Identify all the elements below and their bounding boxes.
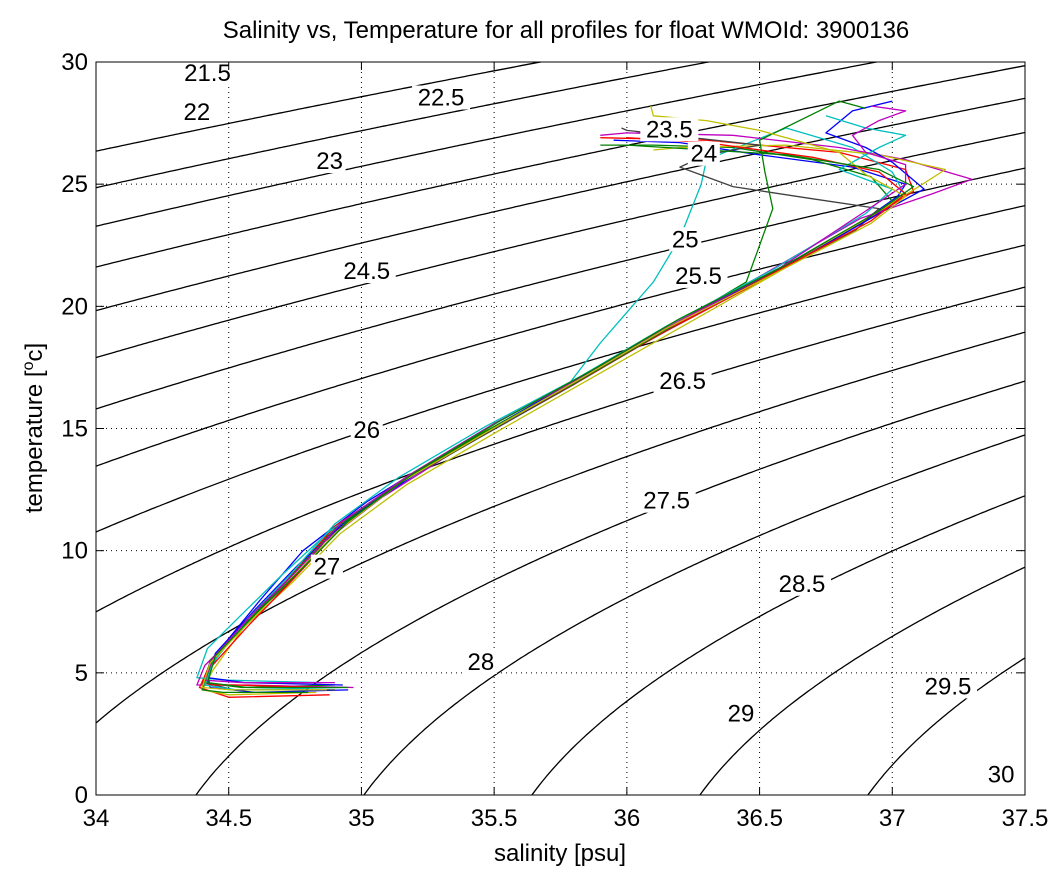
contour-label: 28 <box>468 649 495 676</box>
y-axis-label-sup: o <box>20 361 37 370</box>
x-tick-label: 35.5 <box>471 805 518 832</box>
contour-label: 23.5 <box>646 116 693 143</box>
isopycnal-line <box>96 97 1025 312</box>
contour-label: 25.5 <box>675 263 722 290</box>
isopycnal-line <box>195 380 1025 795</box>
contour-label-bg <box>180 100 213 125</box>
y-tick-label: 10 <box>61 538 88 565</box>
contour-label-bg <box>313 149 346 174</box>
x-tick-label: 36.5 <box>736 805 783 832</box>
contour-label: 26 <box>353 417 380 444</box>
contour-label-bg <box>178 61 237 86</box>
isopycnal-line <box>96 167 1025 410</box>
contour-label: 26.5 <box>659 368 706 395</box>
contour-label-bg <box>669 263 728 288</box>
contour-label: 22.5 <box>418 85 465 112</box>
profile-line <box>206 144 915 689</box>
contour-label: 24 <box>690 141 717 168</box>
contour-label-bg <box>637 488 696 513</box>
isopycnal-line <box>96 62 880 227</box>
contour-label: 28.5 <box>779 571 826 598</box>
profile-line <box>206 100 925 686</box>
y-tick-label: 25 <box>61 171 88 198</box>
y-axis-label-tail: c] <box>21 343 48 362</box>
x-tick-label: 35 <box>348 805 375 832</box>
contour-label: 25 <box>672 226 699 253</box>
x-tick-label: 34.5 <box>205 805 252 832</box>
contour-label: 29.5 <box>925 673 972 700</box>
isopycnal-line <box>96 286 1025 613</box>
contour-label: 23 <box>316 148 343 175</box>
y-tick-label: 30 <box>61 49 88 76</box>
axis-ticks: 34 34.5 35 35.5 36 36.5 37 37.5 0 5 10 15 20 25 30 <box>61 49 1048 832</box>
y-axis-label-main: temperature [ <box>21 370 48 513</box>
isopycnal-line <box>96 131 1025 359</box>
y-tick-label: 0 <box>75 782 88 809</box>
contour-label: 22 <box>184 99 211 126</box>
contour-label-bg <box>640 117 699 142</box>
y-tick-label: 20 <box>61 293 88 320</box>
contour-label-bg <box>464 649 497 674</box>
x-tick-label: 37 <box>879 805 906 832</box>
isopycnal-line <box>96 65 1025 268</box>
isopycnal-line <box>96 62 544 152</box>
x-tick-label: 36 <box>614 805 641 832</box>
contour-label-bg <box>669 227 702 252</box>
contour-label-bg <box>724 701 757 726</box>
y-tick-label: 15 <box>61 416 88 443</box>
x-tick-label: 34 <box>83 805 110 832</box>
contour-label: 29 <box>728 700 755 727</box>
y-axis-label: temperature [oc] <box>20 343 48 513</box>
isopycnal-line <box>699 566 1025 795</box>
contour-labels: 21.5 22 22.5 23 23.524 24.5 25 25.5 26 26.5 27 27.5… <box>178 60 1018 788</box>
contour-label-bg <box>350 417 383 442</box>
chart-title: Salinity vs, Temperature for all profile… <box>223 17 910 44</box>
contour-label: 24.5 <box>343 258 390 285</box>
contour-label-bg <box>985 762 1018 787</box>
contour-label-bg <box>919 674 978 699</box>
isopycnal-line <box>96 244 1025 533</box>
contour-label: 27.5 <box>643 488 690 515</box>
isopycnal-line <box>96 204 1025 467</box>
contour-label-bg <box>653 368 712 393</box>
contour-label-bg <box>687 141 720 166</box>
contour-label-bg <box>412 85 471 110</box>
x-axis-label: salinity [psu] <box>494 840 626 867</box>
contour-label: 27 <box>314 554 341 581</box>
contour-label: 30 <box>988 761 1015 788</box>
isopycnal-line <box>363 434 1025 795</box>
contour-label-bg <box>337 259 396 284</box>
y-tick-label: 5 <box>75 660 88 687</box>
isopycnal-line <box>867 657 1025 795</box>
profile-line <box>201 105 907 691</box>
contour-label-bg <box>310 554 343 579</box>
contour-label-bg <box>773 571 832 596</box>
isopycnal-line <box>531 495 1025 795</box>
contour-label: 21.5 <box>184 60 231 87</box>
plot-area <box>96 62 1025 795</box>
x-tick-label: 37.5 <box>1002 805 1049 832</box>
